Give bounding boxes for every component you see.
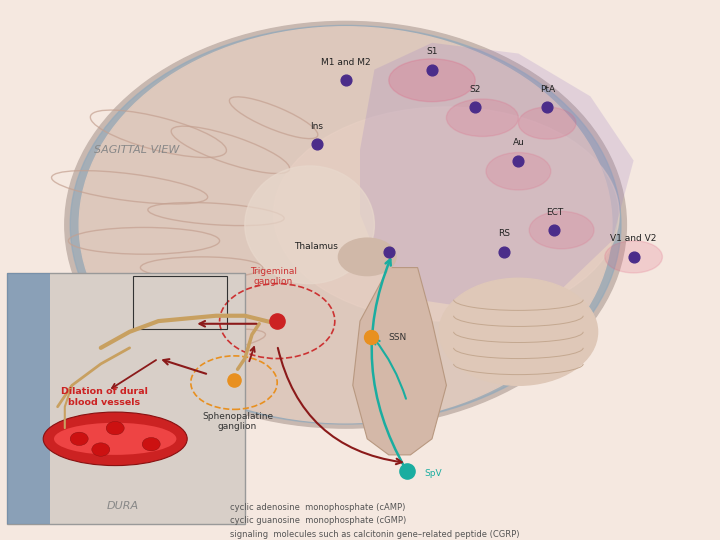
Ellipse shape	[54, 423, 176, 455]
Text: Sphenopalatine
ganglion: Sphenopalatine ganglion	[202, 412, 273, 431]
Ellipse shape	[518, 107, 576, 139]
Ellipse shape	[529, 211, 594, 249]
Text: SpV: SpV	[425, 469, 442, 478]
Point	[228, 376, 240, 384]
FancyBboxPatch shape	[7, 273, 245, 524]
Point	[469, 103, 481, 111]
Ellipse shape	[446, 99, 518, 137]
Ellipse shape	[274, 107, 619, 321]
Polygon shape	[353, 268, 446, 455]
Ellipse shape	[605, 241, 662, 273]
Text: SSN: SSN	[389, 333, 407, 342]
Text: SAGITTAL VIEW: SAGITTAL VIEW	[94, 145, 179, 155]
Ellipse shape	[107, 421, 125, 435]
Text: PtA: PtA	[539, 85, 555, 93]
Polygon shape	[360, 43, 634, 310]
Text: V1 and V2: V1 and V2	[611, 234, 657, 244]
Ellipse shape	[389, 59, 475, 102]
Point	[383, 247, 395, 256]
Ellipse shape	[71, 432, 89, 445]
Text: signaling  molecules such as calcitonin gene–related peptide (CGRP): signaling molecules such as calcitonin g…	[230, 530, 520, 539]
Ellipse shape	[439, 278, 598, 386]
Ellipse shape	[92, 443, 110, 456]
Ellipse shape	[79, 27, 612, 423]
Point	[271, 317, 283, 326]
Text: M1 and M2: M1 and M2	[321, 58, 370, 67]
Text: Dilation of dural
blood vessels: Dilation of dural blood vessels	[61, 387, 148, 407]
Text: DURA: DURA	[107, 501, 138, 511]
Text: ECT: ECT	[546, 208, 563, 217]
Text: cyclic guanosine  monophosphate (cGMP): cyclic guanosine monophosphate (cGMP)	[230, 516, 407, 525]
Text: Au: Au	[513, 138, 524, 147]
Point	[340, 76, 351, 85]
Point	[365, 333, 377, 341]
Text: Trigeminal
ganglion: Trigeminal ganglion	[250, 267, 297, 286]
Text: S1: S1	[426, 47, 438, 56]
FancyBboxPatch shape	[7, 273, 50, 524]
Text: S2: S2	[469, 85, 481, 93]
Ellipse shape	[486, 152, 551, 190]
Ellipse shape	[142, 437, 160, 451]
Point	[498, 247, 510, 256]
Text: cyclic adenosine  monophosphate (cAMP): cyclic adenosine monophosphate (cAMP)	[230, 503, 406, 512]
Ellipse shape	[245, 166, 374, 284]
Point	[513, 156, 524, 165]
Ellipse shape	[43, 412, 187, 465]
Point	[541, 103, 553, 111]
Ellipse shape	[70, 25, 621, 424]
Text: Ins: Ins	[310, 122, 323, 131]
Point	[426, 65, 438, 74]
Ellipse shape	[65, 22, 626, 428]
Ellipse shape	[338, 238, 396, 275]
Text: RS: RS	[498, 229, 510, 238]
Point	[311, 140, 323, 149]
Point	[549, 226, 560, 234]
Point	[401, 467, 413, 475]
Text: Thalamus: Thalamus	[294, 242, 338, 251]
Point	[628, 253, 639, 261]
